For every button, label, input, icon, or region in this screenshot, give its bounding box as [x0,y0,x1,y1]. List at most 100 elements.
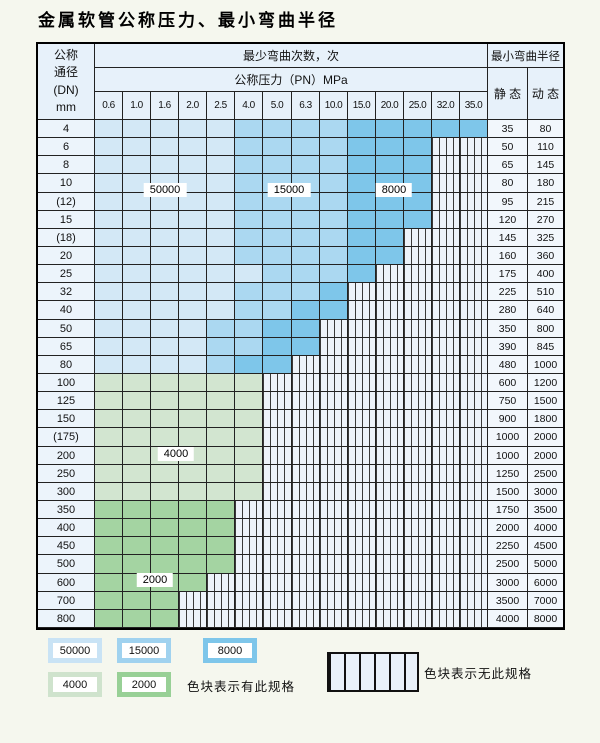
grid-cell [292,211,320,229]
static-radius-cell: 175 [488,265,528,283]
static-radius-cell: 145 [488,229,528,247]
grid-cell [95,265,123,283]
row-dn-label: 25 [38,265,95,283]
grid-cell [179,574,207,592]
grid-cell-nospec [348,610,376,628]
grid-cell [292,338,320,356]
grid-cell [151,193,179,211]
dynamic-radius-cell: 1500 [528,392,563,410]
grid-cell [235,156,263,174]
grid-cell [235,138,263,156]
grid-cell [207,301,235,320]
static-radius-cell: 3000 [488,574,528,592]
grid-cell [95,229,123,247]
grid-cell-nospec [320,501,348,519]
grid-cell [123,301,151,320]
grid-cell-nospec [320,374,348,392]
row-dn-label: 350 [38,501,95,519]
grid-cell [179,392,207,410]
grid-cell-nospec [292,592,320,610]
grid-cell-nospec [432,156,460,174]
row-dn-label: 800 [38,610,95,628]
grid-cell [292,229,320,247]
grid-cell [376,211,404,229]
grid-cell [292,156,320,174]
grid-cell-nospec [320,592,348,610]
grid-cell [207,555,235,574]
grid-cell [404,211,432,229]
grid-cell-nospec [263,610,292,628]
grid-cell [404,156,432,174]
grid-cell-nospec [263,410,292,428]
grid-cell [123,483,151,501]
grid-cell [151,338,179,356]
grid-cell-nospec [320,392,348,410]
grid-cell-nospec [348,356,376,374]
grid-cell-nospec [263,447,292,465]
grid-cell-nospec [404,410,432,428]
static-radius-cell: 1750 [488,501,528,519]
grid-cell [95,193,123,211]
grid-cell-nospec [460,410,488,428]
dynamic-radius-cell: 270 [528,211,563,229]
pressure-tick-35.0: 35.0 [460,92,488,120]
static-radius-cell: 120 [488,211,528,229]
grid-cell-nospec [235,537,263,555]
grid-cell-nospec [404,229,432,247]
grid-cell [207,356,235,374]
grid-cell [123,537,151,555]
grid-cell [263,156,292,174]
grid-cell-nospec [263,501,292,519]
grid-cell [179,519,207,537]
dynamic-radius-cell: 215 [528,193,563,211]
grid-cell-nospec [348,465,376,483]
grid-cell-nospec [235,519,263,537]
grid-cell [235,465,263,483]
grid-cell-nospec [404,392,432,410]
grid-cell [292,265,320,283]
legend-swatch-2000: 2000 [117,672,171,697]
grid-cell-nospec [432,247,460,265]
grid-cell [151,211,179,229]
grid-cell [95,301,123,320]
grid-cell-nospec [376,501,404,519]
grid-cell [179,374,207,392]
grid-cell [320,174,348,193]
grid-cell [320,301,348,320]
static-radius-cell: 2500 [488,555,528,574]
grid-cell-nospec [460,483,488,501]
grid-cell-nospec [432,519,460,537]
grid-cell-nospec [292,574,320,592]
row-dn-label: 65 [38,338,95,356]
static-radius-cell: 4000 [488,610,528,628]
grid-cell-nospec [348,410,376,428]
grid-cell-nospec [460,138,488,156]
grid-cell-nospec [460,592,488,610]
grid-cell [263,193,292,211]
pressure-tick-25.0: 25.0 [404,92,432,120]
grid-cell-nospec [432,265,460,283]
header-dynamic: 动 态 [528,68,563,120]
legend-has-spec-note: 色块表示有此规格 [187,680,296,694]
dynamic-radius-cell: 1000 [528,356,563,374]
grid-cell [151,320,179,338]
dynamic-radius-cell: 4500 [528,537,563,555]
grid-cell [207,447,235,465]
grid-cell [207,211,235,229]
cycle-region-label-8000: 8000 [375,183,413,197]
grid-cell [179,301,207,320]
grid-cell-nospec [263,519,292,537]
pressure-tick-0.6: 0.6 [95,92,123,120]
grid-cell [348,174,376,193]
grid-cell [207,320,235,338]
grid-cell [207,519,235,537]
grid-cell [179,410,207,428]
grid-cell-nospec [376,428,404,447]
grid-cell [95,174,123,193]
grid-cell [263,356,292,374]
dynamic-radius-cell: 510 [528,283,563,301]
grid-cell [207,374,235,392]
grid-cell-nospec [460,301,488,320]
grid-cell-nospec [376,320,404,338]
grid-cell [320,247,348,265]
